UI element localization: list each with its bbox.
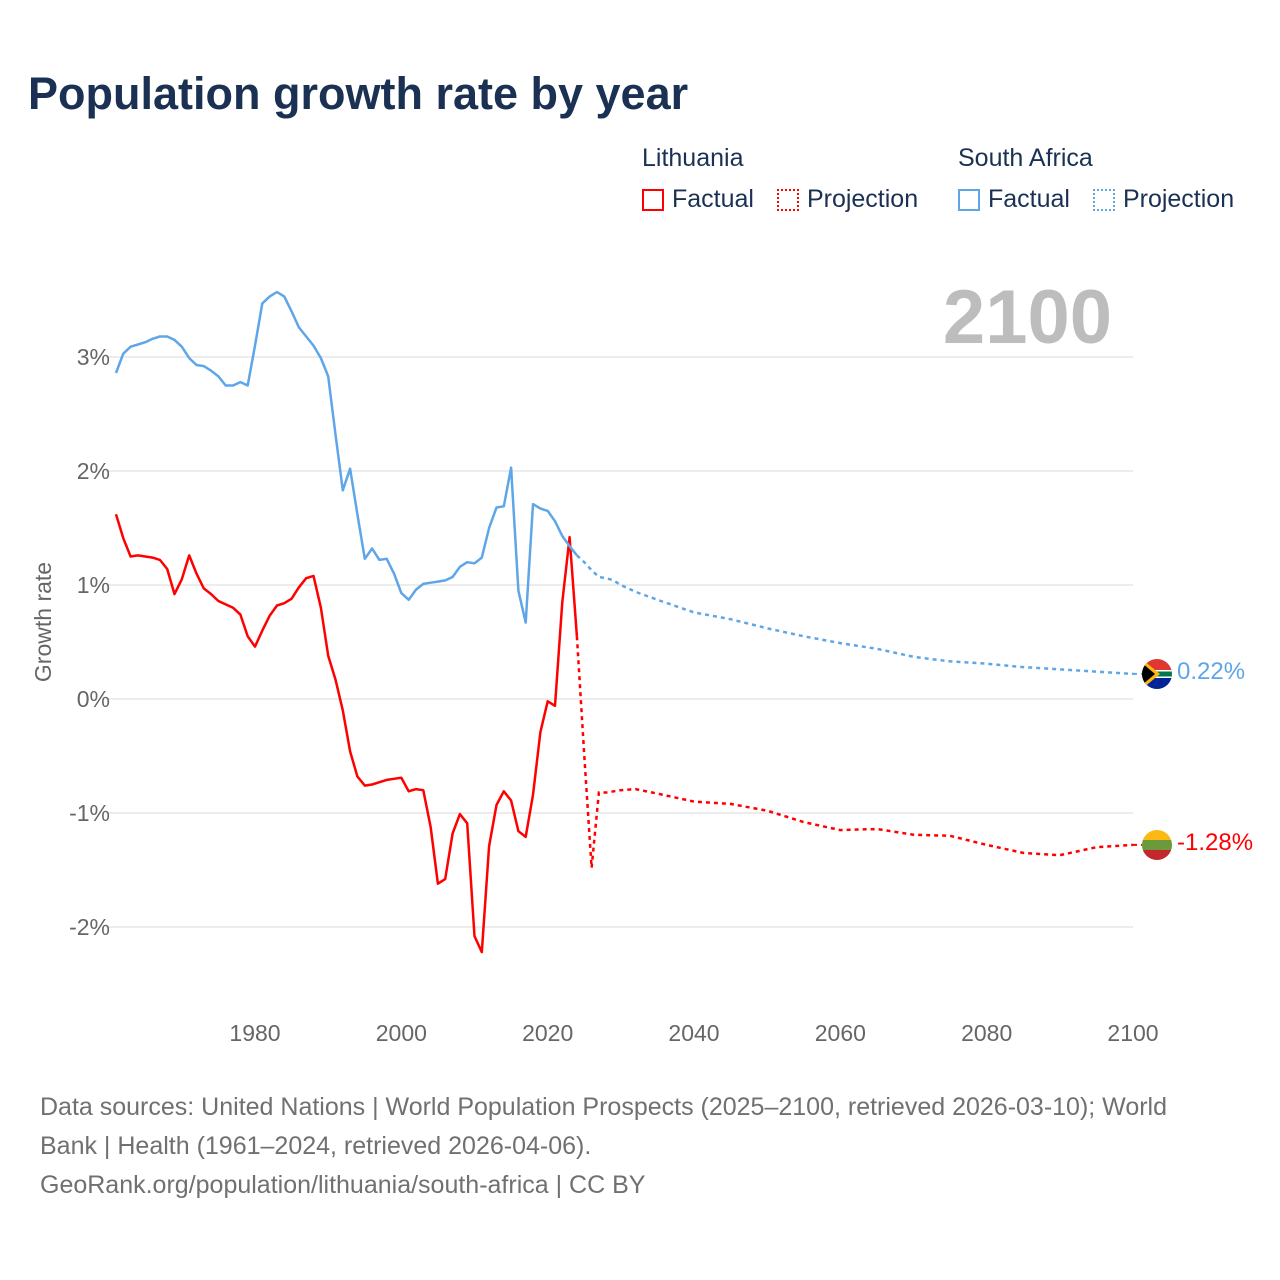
year-label: 2100 [943,275,1112,360]
footnote-line: Bank | Health (1961–2024, retrieved 2026… [40,1132,592,1160]
x-tick-label: 1980 [229,1020,280,1046]
south-africa-projection-line [576,554,1134,676]
y-axis-label: Growth rate [30,562,56,682]
footnote-attribution[interactable]: GeoRank.org/population/lithuania/south-a… [40,1171,646,1199]
legend-item-lithuania-projection[interactable]: Projection [776,185,919,214]
south-africa-factual-line [114,290,578,624]
legend-south-africa: South Africa Factual Projection [958,144,1250,218]
x-tick-label: 2020 [522,1020,573,1046]
x-tick-label: 2060 [815,1020,866,1046]
lithuania-flag-icon [1142,830,1172,860]
legend-lithuania: Lithuania Factual Projection [642,144,934,218]
x-tick-label: 2000 [376,1020,427,1046]
south-africa-end-label: 0.22% [1177,658,1245,685]
x-tick-label: 2040 [668,1020,719,1046]
footnote-line: Data sources: United Nations | World Pop… [40,1093,1168,1121]
legend-item-south-africa-factual[interactable]: Factual [958,185,1070,214]
data-sources-footnote: Data sources: United Nations | World Pop… [40,1088,1240,1205]
legend-label: Factual [988,185,1070,213]
lithuania-end-label: -1.28% [1177,829,1253,856]
solid-swatch-icon [642,188,664,211]
legend-item-south-africa-projection[interactable]: Projection [1092,185,1235,214]
south-africa-flag-icon [1142,659,1172,689]
lithuania-projection-line [575,636,1134,868]
lithuania-factual-line [114,513,579,954]
legend-label: Projection [1122,185,1235,213]
y-tick-label: 3% [77,344,110,370]
legend-item-lithuania-factual[interactable]: Factual [642,185,754,214]
x-tick-label: 2100 [1107,1020,1158,1046]
y-tick-label: -1% [69,800,110,826]
legend-label: Projection [806,185,919,213]
y-tick-label: 0% [77,686,110,712]
legend-country-label: Lithuania [642,144,744,172]
dotted-swatch-icon [1092,188,1115,211]
dotted-swatch-icon [776,188,799,211]
chart-title: Population growth rate by year [28,68,689,119]
y-tick-label: -2% [69,914,110,940]
x-tick-label: 2080 [961,1020,1012,1046]
legend-label: Factual [672,185,754,213]
solid-swatch-icon [958,188,980,211]
legend-country-label: South Africa [958,144,1093,172]
y-tick-label: 2% [77,458,110,484]
y-tick-label: 1% [77,572,110,598]
